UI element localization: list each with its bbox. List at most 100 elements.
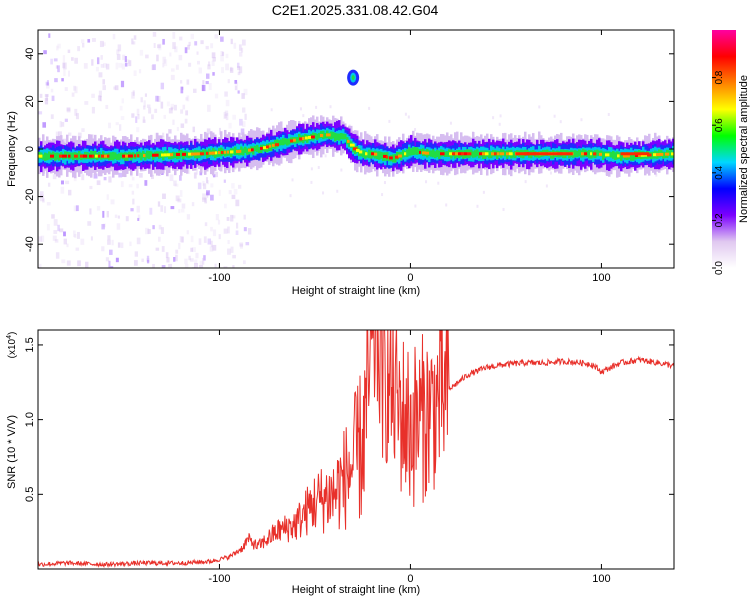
spectrogram-speckle	[425, 180, 428, 184]
spectrogram-hotspot	[599, 152, 603, 156]
spectrogram-hotspot	[170, 153, 174, 157]
spectrogram-speckle	[91, 106, 95, 114]
spectrogram-speckle	[62, 138, 67, 144]
spectrogram-hotspot	[506, 152, 510, 156]
spectrogram-speckle	[118, 172, 123, 178]
spectrogram-band-cell	[576, 150, 579, 158]
spectrogram-speckle	[231, 183, 235, 189]
spectrogram-speckle	[47, 182, 51, 187]
snr-x-tick-label: 100	[592, 573, 610, 585]
spectrogram-hotspot	[593, 152, 597, 156]
spectrogram-speckle	[222, 51, 225, 56]
spectrogram-speckle	[99, 95, 102, 102]
spectrogram-speckle	[157, 95, 161, 102]
spectrogram-speckle	[322, 191, 325, 195]
spectrogram-speckle	[53, 219, 58, 226]
spectrogram-band-cell	[234, 146, 237, 156]
spectrogram-speckle	[108, 122, 112, 129]
spectrogram-speckle	[148, 107, 152, 114]
spectrogram-speckle	[75, 113, 79, 120]
spectrogram-speckle	[124, 62, 128, 67]
spectrogram-band-cell	[132, 152, 135, 159]
spectrogram-speckle	[205, 45, 209, 50]
spectrogram-speckle	[184, 263, 189, 268]
spectrogram-speckle	[121, 63, 125, 70]
spectrogram-speckle	[64, 87, 68, 91]
spectrogram-band-cell	[620, 152, 623, 161]
spectrogram-speckle	[381, 193, 384, 197]
spectrogram-speckle	[74, 108, 78, 116]
colorbar-tick-label: 0.8	[714, 70, 725, 84]
spectrogram-speckle	[140, 97, 143, 103]
spectrogram-speckle	[194, 259, 198, 265]
spectrogram-speckle	[61, 78, 64, 82]
spectrogram-band-cell	[330, 131, 333, 140]
spectrogram-speckle	[202, 80, 205, 85]
spectrogram-speckle	[158, 43, 162, 51]
spectrogram-band-cell	[432, 149, 435, 158]
spectrogram-band-cell	[286, 138, 289, 146]
spectrogram-hotspot	[212, 151, 216, 155]
spectrogram-speckle	[60, 186, 65, 194]
spectrogram-speckle	[136, 237, 141, 245]
spectrogram-hotspot	[356, 148, 360, 152]
spectrogram-hotspot	[152, 153, 156, 157]
spectrogram-speckle	[234, 79, 238, 84]
spectrogram-hotspot	[83, 154, 88, 158]
spectrogram-speckle	[98, 90, 102, 98]
spectrogram-speckle	[168, 108, 173, 114]
colorbar-tick-label: 0.6	[714, 118, 725, 132]
spectrogram-speckle	[39, 194, 44, 202]
spectrogram-speckle	[132, 198, 135, 205]
spectrogram-band-cell	[322, 130, 325, 140]
spectrogram-speckle	[180, 109, 184, 114]
spectrogram-hotspot	[383, 154, 388, 158]
spectrogram-speckle	[198, 67, 202, 74]
spectrogram-speckle	[223, 266, 228, 268]
spectrogram-speckle	[73, 175, 77, 182]
spectrogram-hotspot	[359, 150, 363, 154]
spectrogram-speckle	[93, 173, 98, 179]
spectrogram-speckle	[80, 238, 85, 245]
spectrogram-speckle	[137, 114, 140, 120]
spectrogram-speckle	[140, 267, 143, 268]
spectrogram-speckle	[655, 173, 658, 177]
spectrogram-speckle	[109, 249, 113, 255]
spectrogram-y-label: Frequency (Hz)	[6, 111, 18, 187]
spectrogram-speckle	[77, 260, 81, 267]
spectrogram-speckle	[144, 180, 148, 186]
spectrogram-band-cell	[444, 151, 447, 157]
spectrogram-speckle	[234, 85, 238, 91]
spectrogram-speckle	[178, 242, 181, 250]
figure-title: C2E1.2025.331.08.42.G04	[272, 2, 439, 18]
spectrogram-speckle	[142, 119, 146, 124]
snr-plot-area	[38, 330, 674, 569]
spectrogram-speckle	[482, 190, 485, 194]
spectrogram-hotspot	[671, 152, 674, 156]
spectrogram-speckle	[236, 62, 240, 68]
spectrogram-hotspot	[617, 154, 620, 158]
spectrogram-speckle	[317, 150, 320, 154]
spectrogram-speckle	[114, 85, 119, 91]
spectrogram-speckle	[315, 105, 318, 109]
spectrogram-band-cell	[586, 150, 589, 157]
spectrogram-band-cell	[668, 150, 671, 157]
spectrogram-hotspot	[230, 150, 234, 154]
spectrogram-speckle	[166, 257, 170, 263]
spectrogram-band-cell	[48, 151, 51, 160]
spectrogram-speckle	[203, 255, 206, 261]
spectrogram-speckle	[235, 222, 239, 229]
spectrogram-speckle	[91, 93, 95, 98]
spectrogram-speckle	[206, 128, 211, 135]
spectrogram-speckle	[53, 58, 58, 62]
spectrogram-hotspot	[398, 154, 402, 158]
spectrogram-speckle	[161, 265, 166, 268]
spectrogram-speckle	[181, 86, 184, 90]
spectrogram-speckle	[340, 168, 343, 172]
spectrogram-speckle	[232, 114, 236, 120]
spectrogram-hotspot	[122, 154, 126, 158]
spectrogram-speckle	[198, 238, 202, 245]
spectrogram-speckle	[152, 32, 157, 37]
spectrogram-speckle	[66, 243, 69, 248]
spectrogram-band-cell	[120, 152, 123, 159]
